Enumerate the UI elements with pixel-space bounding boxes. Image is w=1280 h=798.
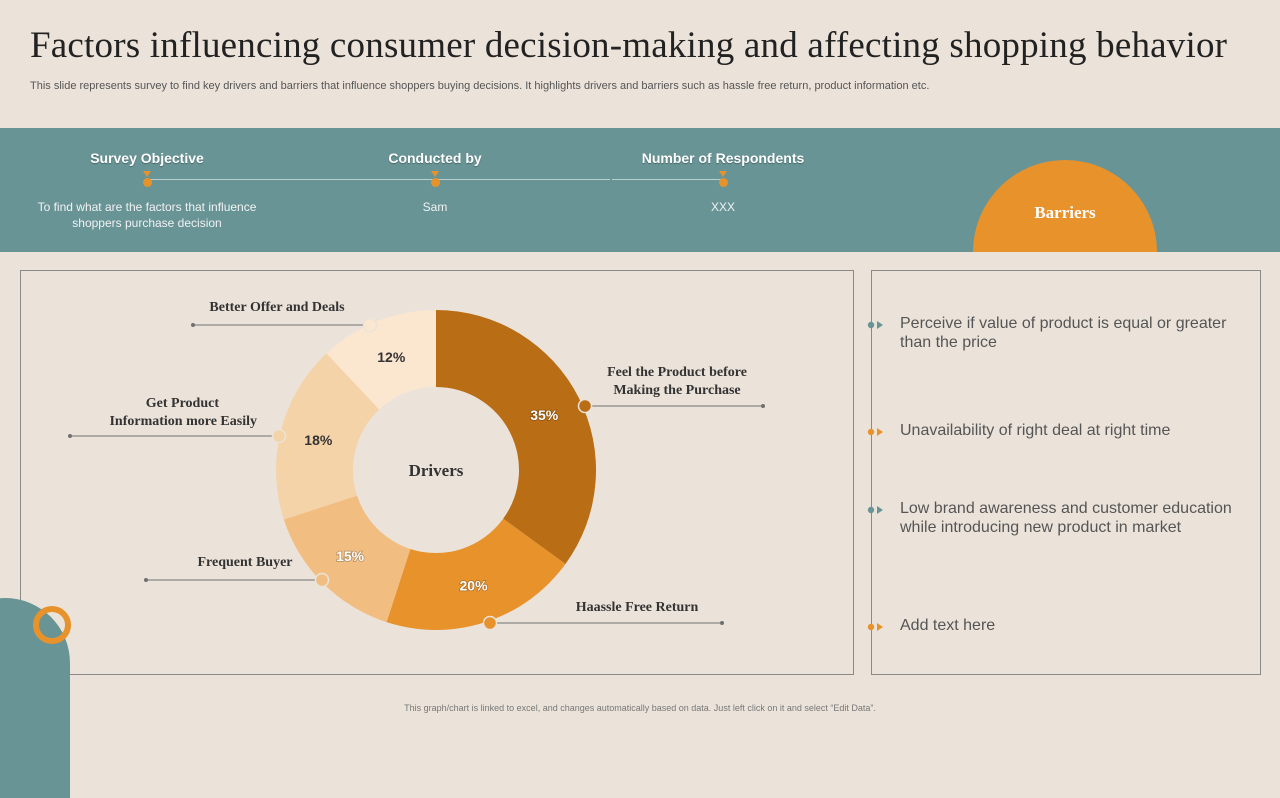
leader-anchor-dot — [482, 615, 498, 631]
page-subtitle: This slide represents survey to find key… — [30, 80, 930, 92]
slice-percent-label: 35% — [530, 407, 559, 423]
donut-slice — [386, 518, 566, 630]
donut-slice — [276, 353, 380, 520]
slice-category-label: Better Offer and Deals — [209, 300, 345, 315]
decorative-ring-icon — [33, 606, 71, 644]
respondents-label: Number of Respondents — [641, 150, 805, 166]
leader-end-dot — [68, 434, 72, 438]
timeline-dot — [718, 178, 728, 187]
slice-percent-label: 20% — [460, 578, 489, 594]
slice-percent-label: 18% — [304, 432, 333, 448]
drivers-donut-chart: 35% 20% 15% 18% 12% Drivers Feel the Product b… — [68, 300, 765, 631]
conducted-by: Conducted by Sam — [305, 150, 565, 215]
leader-anchor-dot — [362, 317, 378, 333]
leader-end-dot — [720, 621, 724, 625]
survey-objective: Survey Objective To find what are the fa… — [17, 150, 277, 231]
barrier-text: Perceive if value of product is equal or… — [900, 315, 1227, 351]
timeline-dot — [142, 178, 152, 187]
footnote: This graph/chart is linked to excel, and… — [404, 703, 876, 713]
barrier-text: Unavailability of right deal at right ti… — [900, 422, 1171, 439]
bullet-arrow-icon — [867, 506, 883, 514]
barrier-text: Add text here — [900, 617, 996, 634]
donut-slice — [436, 310, 597, 565]
barriers-panel: Perceive if value of product is equal or… — [867, 270, 1261, 675]
marker-arrow-icon — [719, 171, 727, 177]
leader-anchor-dot — [271, 428, 287, 444]
marker-arrow-icon — [431, 171, 439, 177]
slice-category-label: Haassle Free Return — [576, 600, 699, 615]
respondents-value: XXX — [710, 200, 735, 214]
slice-percent-label: 15% — [336, 548, 365, 564]
leader-end-dot — [761, 404, 765, 408]
timeline-line — [150, 179, 610, 180]
conducted-by-value: Sam — [422, 200, 448, 214]
leader-end-dot — [191, 323, 195, 327]
donut-slice — [283, 495, 411, 623]
bullet-arrow-icon — [867, 623, 883, 631]
survey-objective-label: Survey Objective — [90, 150, 204, 166]
slice-category-label: Feel the Product before Making the Purcha… — [607, 365, 747, 398]
bullet-arrow-icon — [867, 428, 883, 436]
conducted-by-label: Conducted by — [388, 150, 482, 166]
donut-slice — [326, 310, 436, 410]
donut-center-label: Drivers — [409, 461, 464, 480]
slice-category-label: Get Product Information more Easily — [109, 396, 257, 429]
timeline-line — [612, 179, 722, 180]
marker-arrow-icon — [143, 171, 151, 177]
bullet-arrow-icon — [867, 321, 883, 329]
timeline-dot — [430, 178, 440, 187]
survey-objective-value: To find what are the factors that influe… — [37, 200, 257, 230]
page-title: Factors influencing consumer decision-ma… — [30, 25, 1228, 66]
leader-anchor-dot — [314, 572, 330, 588]
slice-percent-label: 12% — [377, 349, 406, 365]
leader-anchor-dot — [577, 398, 593, 414]
slice-category-label: Frequent Buyer — [197, 555, 292, 570]
leader-end-dot — [144, 578, 148, 582]
barrier-text: Low brand awareness and customer educati… — [900, 500, 1232, 536]
drivers-panel — [20, 270, 854, 675]
survey-band: Survey Objective To find what are the fa… — [0, 128, 1280, 252]
number-of-respondents: Number of Respondents XXX — [593, 150, 853, 215]
